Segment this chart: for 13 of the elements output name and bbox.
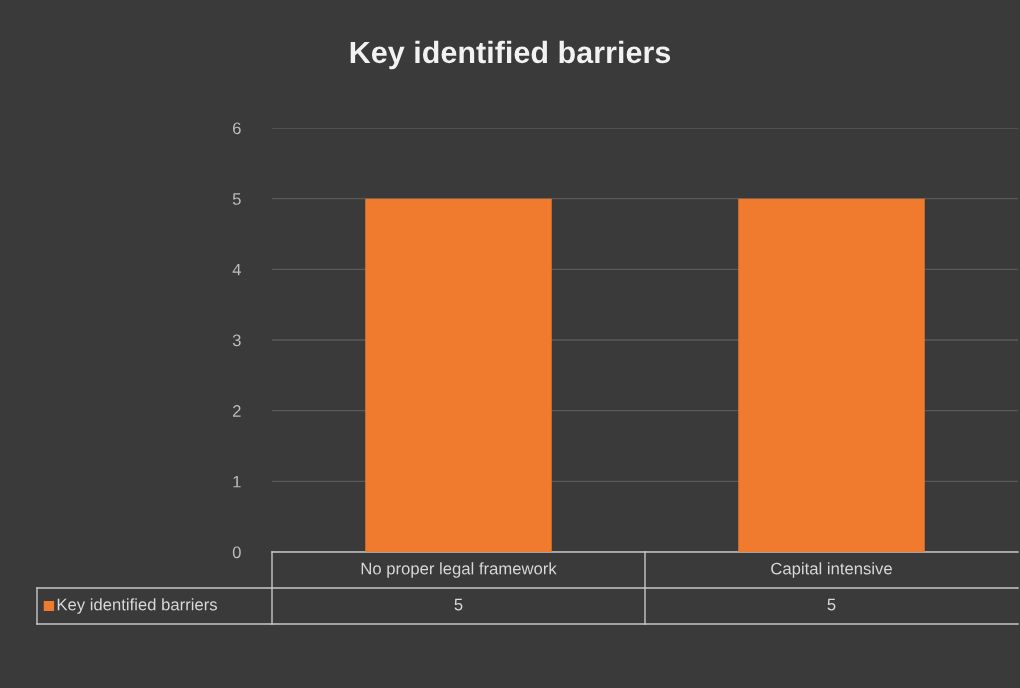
y-tick-label: 6: [233, 122, 241, 135]
data-label: 5: [827, 598, 836, 611]
x-tick-label: No proper legal framework: [361, 562, 557, 578]
y-tick-label: 5: [232, 193, 241, 205]
chart-title: Key identified barriers: [350, 40, 671, 70]
y-tick-label: 2: [233, 405, 241, 417]
legend-label: Key identified barriers: [57, 598, 217, 614]
y-tick-label: 0: [232, 546, 241, 559]
data-label: 5: [454, 598, 463, 611]
x-tick-label: Capital intensive: [771, 562, 892, 578]
y-tick-label: 1: [233, 475, 241, 488]
y-tick-label: 4: [232, 263, 241, 276]
y-tick-label: 3: [232, 334, 241, 347]
